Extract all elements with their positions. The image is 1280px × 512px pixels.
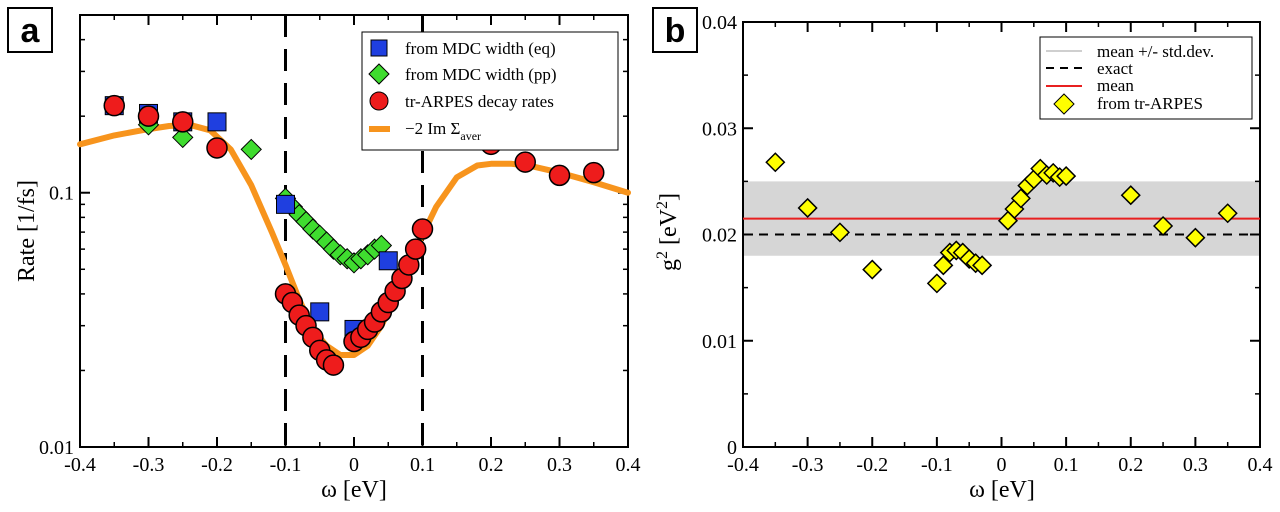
b-yellow-diamond [797, 197, 818, 218]
a-red-circle [322, 354, 345, 376]
b-yellow-diamond [972, 255, 993, 276]
b-yellow-diamond [1056, 166, 1077, 187]
a-x-tick-label: -0.4 [64, 454, 96, 476]
b-yellow-diamond [1153, 215, 1174, 237]
panel-a-y-axis-label: Rate [1/fs] [14, 180, 40, 282]
a-red-circle [137, 105, 160, 127]
b-y-tick-label: 0.01 [702, 331, 737, 353]
legend-mdc-pp-label: from MDC width (pp) [405, 65, 557, 84]
a-sigma-line [77, 121, 631, 358]
b-y-tick-label: 0 [727, 437, 737, 459]
a-y-tick-label: 0.01 [39, 437, 74, 459]
panel-b-y-axis-label: g2 [eV2] [654, 193, 682, 271]
b-x-tick-label: -0.2 [856, 454, 888, 476]
panel-b-letter: b [665, 12, 686, 50]
panel-a-legend-box [361, 31, 619, 151]
a-x-tick-label: 0 [349, 454, 359, 476]
panel-a-letter: a [21, 12, 41, 50]
legend-tr-arpes-label: tr-ARPES decay rates [405, 92, 554, 111]
b-x-tick-label: 0.1 [1054, 454, 1079, 476]
legend-sigma-main: −2 Im Σ [405, 119, 460, 138]
legend-sigma-label: −2 Im Σaver [405, 119, 481, 143]
panel-a-series-tr-arpes [103, 94, 605, 376]
b-x-tick-label: -0.1 [921, 454, 953, 476]
panel-a-series-mdc-pp [137, 114, 393, 274]
panel-b-series-tr-arpes [765, 152, 1238, 294]
legend-band-label: mean +/- std.dev. [1097, 42, 1214, 61]
legend-tr-arpes-label-b: from tr-ARPES [1097, 94, 1203, 113]
b-yellow-diamond [1217, 203, 1238, 224]
legend-circle-marker [369, 91, 389, 111]
a-red-circle [206, 137, 228, 159]
a-x-tick-label: 0.2 [479, 454, 504, 476]
a-blue-square [276, 194, 295, 214]
panel-b: -0.4 -0.3 -0.2 -0.1 0 0.1 0.2 0.3 0.4 00.010.020… [652, 7, 1273, 503]
a-red-circle [103, 94, 125, 117]
a-red-circle [411, 218, 434, 240]
panel-b-y-label-mid: [eV [656, 208, 682, 251]
b-x-tick-label: 0.3 [1183, 454, 1208, 476]
panel-b-ticks [742, 21, 1261, 448]
a-red-circle [514, 151, 536, 173]
b-yellow-diamond [765, 152, 786, 173]
a-x-tick-label: 0.4 [616, 454, 641, 476]
panel-a-sigma-curve [77, 121, 631, 358]
a-x-tick-label: -0.1 [270, 454, 302, 476]
panel-b-y-label-sup2: 2 [654, 201, 671, 209]
b-x-tick-label: 0 [997, 454, 1007, 476]
a-blue-square [378, 251, 398, 271]
a-green-diamond [240, 138, 262, 161]
b-y-tick-label: 0.03 [702, 118, 737, 140]
panel-a-y-tick-labels: 0.01 0.1 [39, 183, 74, 459]
b-x-tick-label: 0.4 [1248, 454, 1273, 476]
a-x-tick-label: 0.1 [410, 454, 435, 476]
b-yellow-diamond [829, 222, 850, 243]
b-yellow-diamond [862, 259, 883, 280]
panel-a-x-axis-label: ω [eV] [321, 477, 387, 503]
b-yellow-diamond [1120, 185, 1141, 206]
panel-a-x-tick-labels: -0.4 -0.3 -0.2 -0.1 0 0.1 0.2 0.3 0.4 [64, 454, 640, 476]
panel-b-y-label-sup1: 2 [654, 251, 671, 259]
panel-b-x-tick-labels: -0.4 -0.3 -0.2 -0.1 0 0.1 0.2 0.3 0.4 [727, 454, 1272, 476]
b-yellow-diamond [933, 255, 954, 276]
legend-diamond-marker [368, 63, 390, 85]
b-y-tick-label: 0.02 [702, 225, 737, 247]
b-y-tick-label: 0.04 [702, 12, 737, 34]
legend-diamond-marker-yellow [1053, 93, 1075, 115]
panel-b-y-label-end: ] [656, 193, 682, 201]
legend-mdc-eq-label: from MDC width (eq) [405, 39, 556, 58]
a-x-tick-label: -0.3 [133, 454, 165, 476]
b-yellow-diamond [1010, 188, 1031, 209]
a-blue-square [207, 112, 227, 132]
a-x-tick-label: -0.2 [201, 454, 233, 476]
panel-b-y-tick-labels: 0 0.01 0.02 0.03 0.04 [702, 12, 737, 459]
b-yellow-diamond [1185, 227, 1206, 248]
a-red-circle [404, 238, 427, 260]
a-green-diamond [172, 126, 194, 149]
a-red-circle [583, 161, 605, 184]
panel-a-ticks [79, 14, 629, 448]
a-y-tick-label: 0.1 [49, 183, 74, 205]
panel-a-legend: from MDC width (eq) from MDC width (pp) … [361, 31, 619, 151]
legend-mean-label: mean [1097, 76, 1134, 95]
a-x-tick-label: 0.3 [547, 454, 572, 476]
b-x-tick-label: 0.2 [1118, 454, 1143, 476]
legend-sigma-sub: aver [460, 129, 481, 143]
b-x-tick-label: -0.4 [727, 454, 759, 476]
a-blue-square [310, 302, 330, 322]
legend-exact-label: exact [1097, 59, 1133, 78]
panel-b-letter-box [652, 7, 698, 53]
a-red-circle [548, 164, 571, 187]
b-x-tick-label: -0.3 [792, 454, 824, 476]
panel-a: -0.4 -0.3 -0.2 -0.1 0 0.1 0.2 0.3 0.4 0.01 0.1 ω … [7, 7, 641, 503]
panel-b-x-axis-label: ω [eV] [969, 477, 1035, 503]
panel-b-y-label-base: g [656, 259, 682, 271]
b-yellow-diamond [926, 273, 947, 294]
legend-square-marker [370, 39, 388, 57]
panel-b-legend: mean +/- std.dev. exact mean from tr-ARP… [1039, 36, 1253, 120]
panel-a-letter-box [7, 7, 53, 53]
a-red-circle [172, 111, 194, 133]
